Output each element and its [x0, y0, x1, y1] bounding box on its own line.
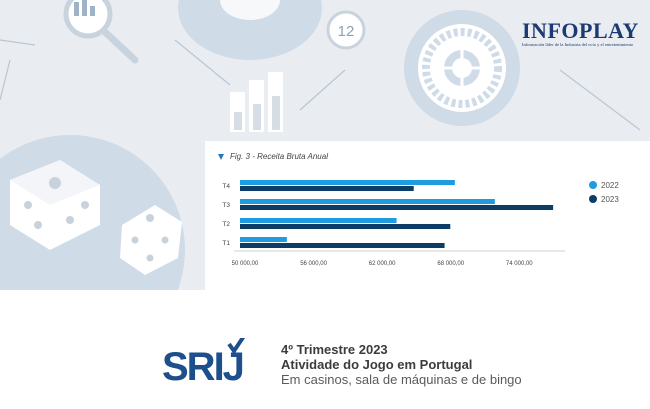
report-period: 4º Trimestre 2023	[281, 342, 388, 357]
decor-line	[0, 39, 36, 46]
x-tick-label: 50 000,00	[232, 261, 259, 267]
hero-illustration: 12	[0, 0, 641, 290]
roulette-icon	[404, 10, 520, 126]
logo-tagline: Información líder de la Industria del oc…	[522, 42, 634, 47]
chart-card: Fig. 3 - Receita Bruta Anual T4 T3 T2 T1 50 …	[205, 141, 650, 290]
dice-icon	[10, 160, 182, 275]
logo-wordmark: INFOPLAY	[522, 18, 639, 43]
report-subtitle: Em casinos, sala de máquinas e de bingo	[281, 372, 522, 387]
bar-2022	[240, 218, 397, 223]
x-tick-label: 68 000,00	[437, 261, 464, 267]
bar-2023	[240, 224, 451, 229]
legend-swatch	[589, 181, 597, 189]
footer	[0, 290, 650, 409]
x-tick-label: 62 000,00	[369, 261, 396, 267]
legend-label: 2022	[601, 181, 619, 190]
decor-line	[559, 69, 641, 131]
bar-2022	[240, 199, 495, 204]
decor-line	[174, 39, 231, 86]
bar-2023	[240, 205, 554, 210]
decor-line	[299, 69, 346, 111]
magnifier-icon	[63, 0, 139, 64]
bar-chart: T4 T3 T2 T1 50 000,00 56 000,00 62 000,00 68 00…	[222, 180, 619, 267]
badge-number: 12	[338, 23, 355, 40]
legend-swatch	[589, 195, 597, 203]
figure-caption: Fig. 3 - Receita Bruta Anual	[230, 152, 328, 161]
report-title: Atividade do Jogo em Portugal	[281, 357, 473, 372]
check-icon	[227, 338, 246, 355]
background-arc	[178, 0, 322, 60]
bar-2022	[240, 237, 287, 242]
x-tick-label: 74 000,00	[506, 261, 533, 267]
bar-2023	[240, 243, 445, 248]
category-label: T3	[222, 202, 230, 209]
bar-2023	[240, 186, 414, 191]
srij-logo: SRIJ	[162, 338, 246, 388]
category-label: T2	[222, 221, 230, 228]
collapse-triangle-icon	[218, 154, 224, 160]
srij-wordmark: SRIJ	[162, 345, 243, 388]
bars-icon	[230, 72, 283, 132]
category-label: T1	[222, 240, 230, 247]
decor-line	[0, 59, 11, 101]
legend-label: 2023	[601, 195, 619, 204]
infoplay-logo: INFOPLAY Información líder de la Industr…	[522, 18, 639, 56]
chip-icon	[220, 0, 280, 20]
number-badge-icon: 12	[326, 10, 366, 50]
x-tick-label: 56 000,00	[300, 261, 327, 267]
bar-2022	[240, 180, 455, 185]
category-label: T4	[222, 183, 230, 190]
